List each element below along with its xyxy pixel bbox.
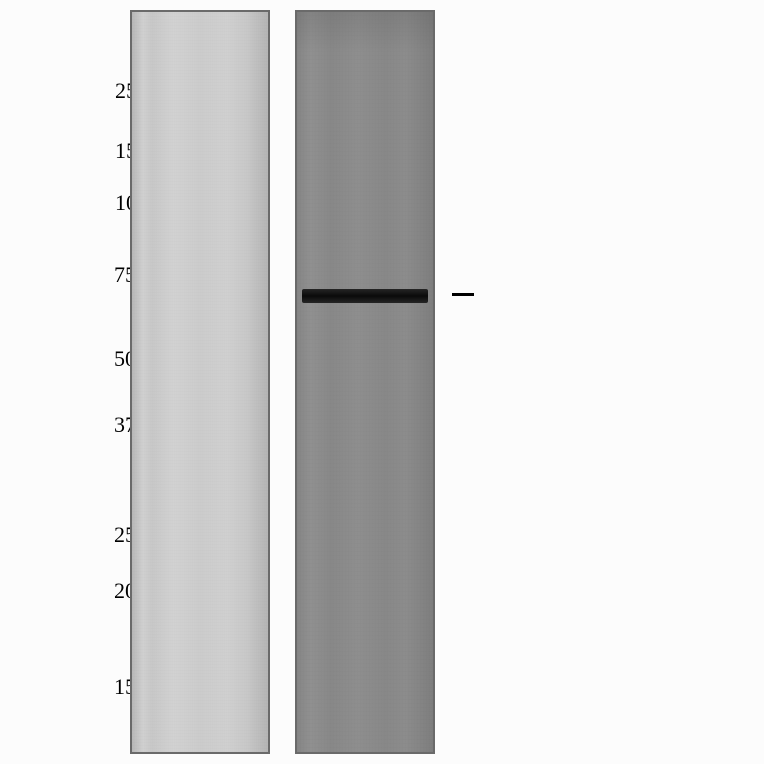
western-blot-container: kDa 250 150 100 75 50 37 25 20 15 [100, 10, 660, 750]
band-indicator-tick [452, 293, 474, 296]
marker-lane [130, 10, 270, 754]
protein-band [302, 289, 428, 303]
sample-lane [295, 10, 435, 754]
